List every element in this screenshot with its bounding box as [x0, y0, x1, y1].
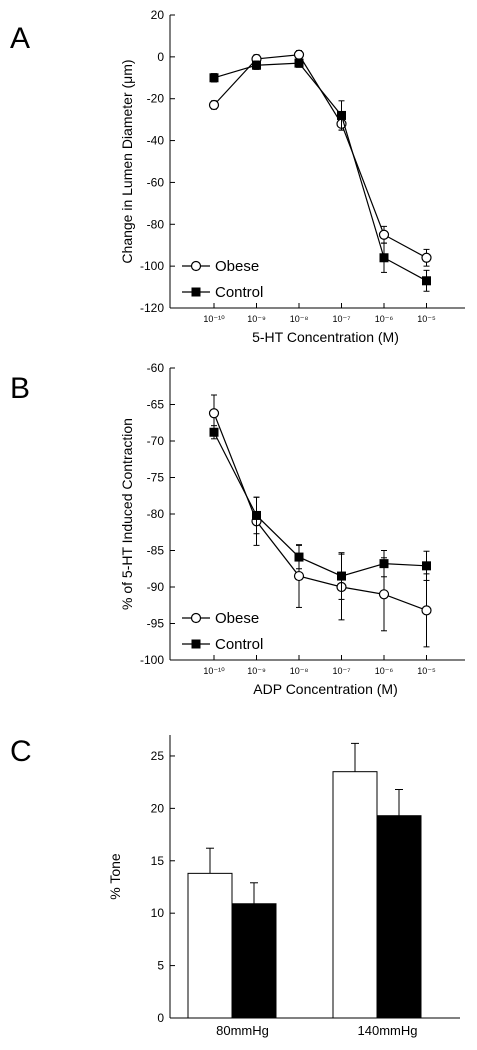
panel-label-b: B	[10, 372, 31, 405]
legend-marker-obese	[190, 612, 202, 624]
y-tick-label: -40	[147, 134, 165, 148]
y-tick-label: 25	[151, 749, 165, 763]
data-point-obese	[293, 570, 305, 582]
y-axis-label: Change in Lumen Diameter (μm)	[119, 59, 135, 263]
x-axis-label: ADP Concentration (M)	[253, 681, 397, 697]
y-tick-label: -60	[147, 361, 165, 375]
x-tick-label: 10⁻⁵	[417, 314, 436, 324]
y-tick-label: -85	[147, 544, 165, 558]
x-tick-label: 10⁻¹⁰	[203, 314, 225, 324]
y-tick-label: -65	[147, 398, 165, 412]
data-point-obese	[378, 589, 390, 600]
y-tick-label: 5	[157, 959, 164, 973]
data-point-control	[422, 276, 431, 286]
x-tick-label: 140mmHg	[358, 1023, 418, 1038]
data-point-control	[337, 571, 346, 581]
legend-label-obese: Obese	[215, 610, 259, 627]
x-tick-label: 10⁻⁸	[290, 666, 309, 676]
y-tick-label: -75	[147, 471, 165, 485]
y-tick-label: -70	[147, 434, 165, 448]
data-point-control	[379, 253, 389, 263]
bar	[187, 872, 233, 1019]
data-point-obese	[421, 252, 432, 263]
y-tick-label: -20	[147, 92, 165, 106]
y-tick-label: -60	[147, 175, 165, 189]
x-tick-label: 10⁻⁵	[417, 666, 436, 676]
x-tick-label: 10⁻⁶	[375, 666, 394, 676]
y-tick-label: 20	[151, 801, 165, 815]
data-point-control	[252, 60, 261, 70]
series-line-obese	[213, 54, 427, 259]
x-tick-label: 10⁻⁹	[247, 314, 266, 324]
y-axis-label: % of 5-HT Induced Contraction	[119, 418, 135, 610]
x-tick-label: 10⁻¹⁰	[203, 666, 225, 676]
data-point-control	[337, 110, 346, 120]
x-tick-label: 80mmHg	[216, 1023, 269, 1038]
series-line-control	[213, 431, 427, 577]
x-axis-label: 5-HT Concentration (M)	[252, 329, 399, 345]
data-point-obese	[378, 229, 390, 240]
x-tick-label: 10⁻⁹	[247, 666, 266, 676]
x-tick-label: 10⁻⁶	[375, 314, 394, 324]
bar	[332, 771, 378, 1019]
data-point-control	[252, 510, 261, 520]
y-tick-label: -90	[147, 580, 165, 594]
data-point-control	[422, 561, 431, 571]
legend-label-obese: Obese	[215, 258, 259, 275]
y-tick-label: 0	[157, 1011, 164, 1025]
data-point-control	[294, 58, 304, 68]
bar	[231, 903, 277, 1019]
legend-marker-control	[191, 287, 201, 297]
x-tick-label: 10⁻⁷	[332, 314, 350, 324]
y-tick-label: 10	[151, 906, 165, 920]
legend-label-control: Control	[215, 284, 263, 301]
panel-label-a: A	[10, 22, 31, 55]
y-tick-label: -120	[140, 301, 164, 315]
legend-marker-control	[191, 639, 201, 649]
x-tick-label: 10⁻⁸	[290, 314, 309, 324]
data-point-control	[209, 73, 219, 83]
series-line-obese	[213, 413, 427, 611]
data-point-control	[209, 427, 219, 437]
data-point-control	[379, 559, 389, 569]
data-point-obese	[421, 605, 432, 616]
legend-marker-obese	[190, 260, 202, 272]
data-point-control	[294, 552, 304, 562]
bar	[376, 815, 422, 1019]
y-tick-label: -80	[147, 217, 165, 231]
y-tick-label: -95	[147, 617, 165, 631]
panel-label-c: C	[10, 735, 32, 768]
y-tick-label: -80	[147, 507, 165, 521]
data-point-obese	[208, 99, 220, 111]
y-tick-label: -100	[140, 653, 164, 667]
y-tick-label: -100	[140, 259, 164, 273]
x-tick-label: 10⁻⁷	[332, 666, 350, 676]
y-tick-label: 20	[151, 8, 165, 22]
legend-label-control: Control	[215, 636, 263, 653]
series-line-control	[213, 62, 427, 282]
y-tick-label: 15	[151, 854, 165, 868]
y-axis-label: % Tone	[107, 853, 123, 900]
data-point-obese	[293, 49, 305, 60]
y-tick-label: 0	[157, 50, 164, 64]
data-point-obese	[208, 408, 220, 419]
